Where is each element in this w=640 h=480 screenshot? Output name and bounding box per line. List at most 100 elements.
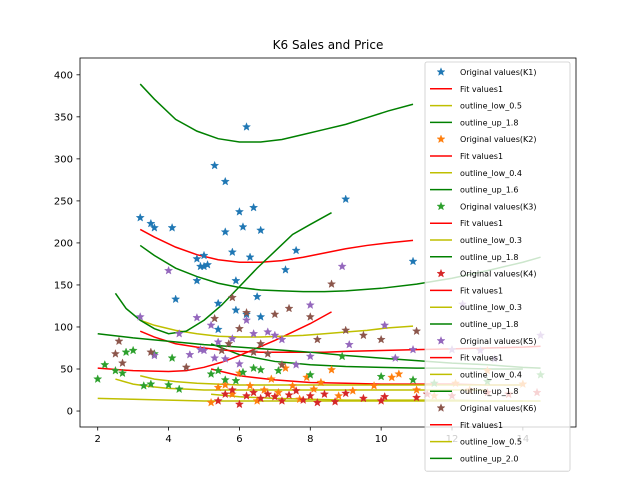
data-point-8-14 (220, 375, 230, 384)
x-tick-label: 2 (95, 434, 101, 445)
legend-box (424, 61, 571, 472)
data-point-8-0 (93, 374, 103, 383)
y-tick-label: 350 (54, 112, 73, 123)
data-point-16-13 (234, 359, 244, 368)
data-point-0-8 (199, 250, 209, 260)
data-point-0-2 (149, 223, 159, 232)
legend-entry-label: outline_up_1.6 (460, 186, 518, 195)
data-point-8-16 (238, 367, 248, 377)
data-point-20-11 (249, 347, 259, 357)
data-point-12-0 (213, 396, 223, 405)
data-point-16-12 (227, 333, 237, 343)
data-point-0-19 (234, 207, 244, 216)
data-point-8-18 (256, 365, 266, 374)
data-point-4-20 (387, 372, 397, 382)
data-point-20-14 (270, 309, 280, 319)
legend-entry-label: outline_low_0.5 (460, 102, 522, 111)
data-point-0-20 (238, 222, 248, 231)
data-point-4-11 (288, 381, 298, 390)
data-point-12-3 (234, 399, 244, 409)
series-line-13 (97, 311, 332, 373)
data-point-12-8 (270, 391, 280, 401)
legend-marker-star (436, 67, 446, 76)
legend: Original values(K1) Fit values1 outline_lo… (424, 61, 571, 472)
data-point-8-2 (110, 365, 120, 375)
data-point-4-8 (266, 374, 276, 383)
data-point-12-14 (312, 397, 322, 407)
data-point-16-10 (213, 337, 223, 346)
data-point-8-1 (100, 360, 110, 369)
data-point-12-17 (341, 388, 351, 398)
data-point-20-3 (146, 347, 156, 357)
y-tick-label: 150 (54, 280, 73, 291)
data-point-0-29 (291, 245, 301, 255)
data-point-4-19 (369, 381, 379, 390)
data-point-16-5 (192, 312, 202, 322)
data-point-16-3 (174, 328, 184, 338)
data-point-16-26 (408, 344, 418, 354)
data-point-4-18 (348, 386, 358, 395)
data-point-8-20 (305, 370, 315, 379)
data-point-20-6 (217, 345, 227, 355)
data-point-8-22 (376, 371, 386, 381)
legend-marker-star (436, 403, 446, 412)
data-point-12-13 (305, 391, 315, 400)
legend-entry-label: Original values(K1) (460, 68, 536, 77)
data-point-4-2 (220, 380, 230, 389)
data-point-4-16 (327, 365, 337, 374)
data-point-20-2 (117, 358, 128, 367)
data-point-12-11 (291, 386, 301, 395)
data-point-4-9 (273, 387, 283, 397)
legend-entry-label: outline_low_0.3 (460, 303, 522, 312)
data-point-20-0 (110, 349, 120, 358)
data-point-8-23 (408, 375, 418, 384)
data-point-8-3 (117, 368, 128, 378)
legend-entry-label: outline_up_1.8 (460, 118, 518, 127)
legend-entry-label: Fit values1 (460, 152, 503, 161)
data-point-20-1 (114, 336, 124, 346)
x-tick-label: 4 (165, 434, 171, 445)
data-point-0-14 (220, 176, 230, 186)
data-point-12-7 (263, 389, 273, 399)
data-point-0-1 (146, 218, 156, 228)
data-point-0-18 (231, 305, 241, 315)
data-point-0-27 (256, 312, 266, 321)
data-point-0-28 (280, 265, 291, 274)
data-point-0-0 (135, 212, 145, 222)
data-point-12-20 (380, 391, 390, 401)
legend-marker-star (436, 134, 446, 144)
data-point-0-21 (241, 122, 252, 131)
data-point-0-11 (210, 160, 220, 170)
x-tick-label: 6 (236, 434, 242, 445)
data-point-16-18 (277, 334, 287, 344)
data-point-4-17 (334, 391, 344, 400)
data-point-4-5 (245, 381, 255, 390)
series-line-18 (115, 378, 488, 391)
legend-marker-star (436, 201, 446, 211)
data-point-12-21 (412, 392, 422, 402)
data-point-0-17 (231, 275, 241, 285)
data-point-16-2 (164, 265, 174, 275)
data-point-0-5 (192, 275, 202, 285)
legend-entry-label: outline_low_0.5 (460, 438, 522, 447)
y-tick-label: 50 (60, 365, 73, 376)
data-point-12-18 (358, 393, 368, 403)
data-point-0-30 (341, 194, 351, 204)
data-point-12-2 (227, 385, 237, 394)
data-point-16-24 (380, 320, 390, 330)
data-point-0-24 (249, 202, 259, 212)
data-point-20-8 (227, 292, 237, 302)
data-point-20-21 (358, 330, 368, 340)
data-point-20-16 (284, 303, 294, 313)
legend-marker-star (436, 268, 446, 278)
data-point-12-5 (249, 387, 259, 397)
y-tick-label: 400 (54, 70, 73, 81)
data-point-16-4 (185, 349, 195, 359)
data-point-8-21 (337, 351, 347, 361)
legend-entry-label: Original values(K5) (460, 337, 536, 346)
plot-area (93, 83, 546, 409)
data-point-12-10 (284, 390, 294, 399)
data-point-20-13 (263, 349, 273, 358)
data-point-0-15 (220, 227, 230, 236)
data-point-20-22 (376, 334, 386, 344)
